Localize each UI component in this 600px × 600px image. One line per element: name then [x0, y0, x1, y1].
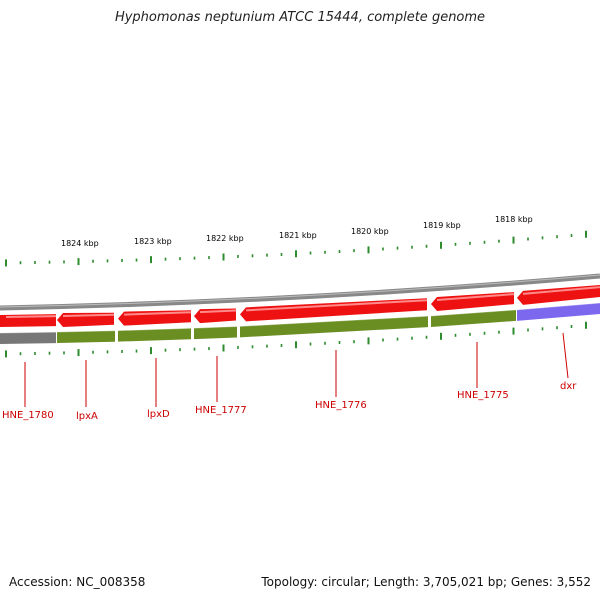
- cds-arrow-sheen: [199, 309, 237, 314]
- gene-track-segment: [118, 328, 191, 342]
- cds-arrow-sheen: [245, 299, 428, 312]
- kbp-label: 1818 kbp: [495, 215, 533, 224]
- cds-arrow-sheen: [62, 313, 115, 318]
- genome-backbone: [0, 273, 600, 311]
- gene-label-lpxd: lpxD: [147, 409, 170, 420]
- gene-label-hne-1776: HNE_1776: [315, 400, 367, 411]
- gene-label-dxr: dxr: [560, 381, 577, 392]
- cds-arrow: [517, 285, 600, 305]
- scale-ticks-bottom: [5, 321, 587, 358]
- accession-text: Accession: NC_008358: [9, 575, 146, 589]
- gene-track-segment: [0, 332, 56, 344]
- gene-track-segment: [517, 303, 600, 321]
- scale-ticks-top: [5, 230, 587, 267]
- leader-line: [562, 332, 569, 379]
- kbp-label: 1821 kbp: [279, 231, 317, 240]
- cds-arrow-sheen: [436, 293, 515, 301]
- kbp-label: 1823 kbp: [134, 237, 172, 246]
- kbp-labels: 1824 kbp 1823 kbp 1822 kbp 1821 kbp 1820…: [61, 215, 533, 248]
- gene-track: [0, 302, 600, 344]
- kbp-label: 1819 kbp: [423, 221, 461, 230]
- cds-arrow: [240, 298, 427, 322]
- gene-label-lpxa: lpxA: [76, 411, 98, 422]
- gene-leader-lines: [24, 332, 569, 407]
- genome-backbone-highlight: [0, 274, 600, 308]
- cds-arrow: [431, 292, 514, 311]
- gene-labels: HNE_1780 lpxA lpxD HNE_1777 HNE_1776 HNE…: [2, 381, 577, 422]
- genome-summary-text: Topology: circular; Length: 3,705,021 bp…: [261, 575, 591, 589]
- gene-track-highlight: [56, 330, 116, 333]
- gene-track-segment: [431, 309, 516, 327]
- cds-arrows: [0, 285, 600, 328]
- gene-track-segment: [240, 316, 428, 338]
- cds-arrow-sheen: [123, 311, 192, 316]
- cds-arrow-sheen: [522, 286, 600, 295]
- gene-track-segment: [57, 330, 115, 344]
- gene-track-highlight: [117, 327, 192, 332]
- gene-track-highlight: [0, 331, 57, 334]
- gene-track-highlight: [516, 302, 600, 311]
- gene-label-hne-1777: HNE_1777: [195, 405, 247, 416]
- gene-track-highlight: [193, 325, 238, 329]
- cds-arrow-sheen: [5, 315, 57, 318]
- gene-track-highlight: [430, 309, 517, 317]
- gene-label-hne-1780: HNE_1780: [2, 410, 54, 421]
- gene-track-segment: [194, 326, 237, 340]
- map-title: Hyphomonas neptunium ATCC 15444, complet…: [114, 10, 486, 25]
- kbp-label: 1820 kbp: [351, 227, 389, 236]
- kbp-label: 1824 kbp: [61, 239, 99, 248]
- gene-label-hne-1775: HNE_1775: [457, 390, 509, 401]
- kbp-label: 1822 kbp: [206, 234, 244, 243]
- gene-track-highlight: [239, 315, 429, 327]
